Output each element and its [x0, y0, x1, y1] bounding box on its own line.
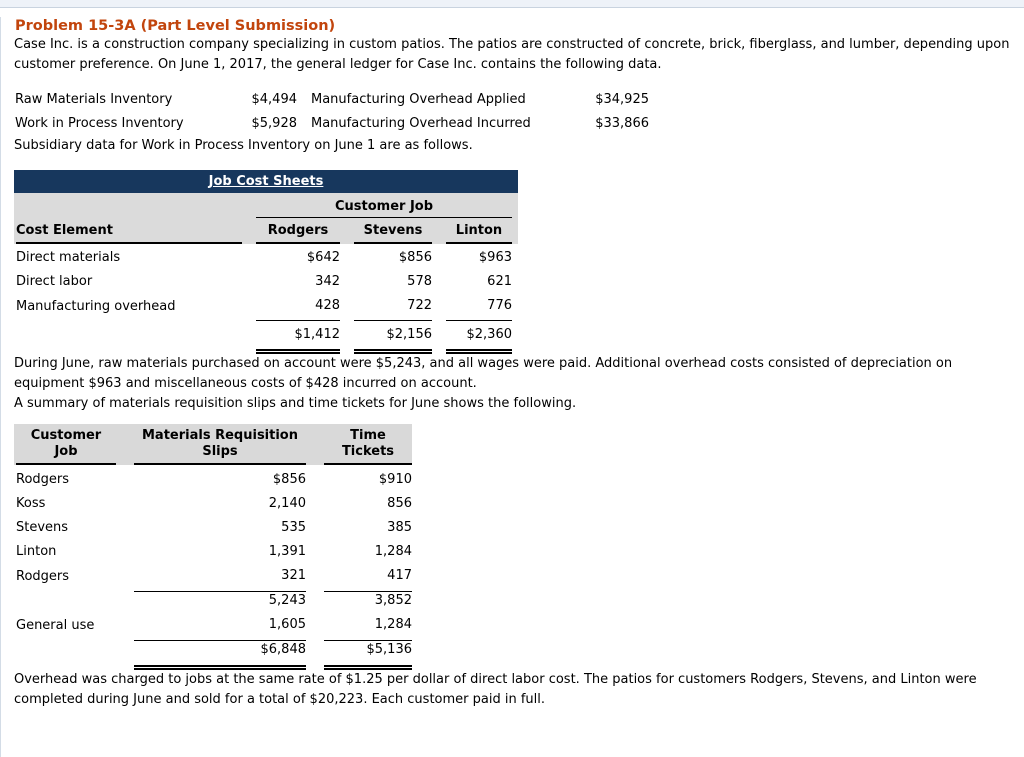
empty-cell	[16, 610, 116, 616]
requisition-table-body: Rodgers $856 $910 Koss 2,140 856 Stevens…	[14, 465, 412, 670]
table-row: Manufacturing overhead 428 722 776	[16, 296, 516, 321]
empty-cell	[16, 345, 242, 354]
cell-value: 2,140	[268, 496, 306, 511]
ledger-label: Work in Process Inventory	[15, 116, 184, 131]
cell-value: 1,284	[374, 544, 412, 559]
column-header-stevens: Stevens	[354, 222, 432, 244]
cell-value: 1,391	[268, 544, 306, 559]
row-label: Rodgers	[16, 472, 70, 487]
subsidiary-note: Subsidiary data for Work in Process Inve…	[14, 138, 473, 153]
table-row: Rodgers $856 $910	[16, 471, 412, 495]
ledger-value: $33,866	[595, 116, 649, 131]
row-label: Stevens	[16, 520, 69, 535]
job-cost-sheets-table: Job Cost Sheets Customer Job Cost Elemen…	[14, 170, 518, 354]
ledger-row: Work in Process Inventory $5,928 Manufac…	[15, 112, 1016, 136]
cell-value: 776	[446, 296, 512, 321]
ledger-value: $5,928	[251, 116, 298, 131]
total-value: $2,360	[446, 321, 512, 354]
row-label: Direct labor	[16, 274, 93, 289]
cell-value: $856	[398, 250, 432, 265]
table-row: Direct labor 342 578 621	[16, 272, 516, 296]
intro-paragraph: Case Inc. is a construction company spec…	[14, 37, 1010, 72]
cell-value: 417	[324, 567, 412, 592]
general-ledger-data: Raw Materials Inventory $4,494 Manufactu…	[15, 88, 1016, 136]
row-label: Koss	[16, 496, 46, 511]
subtotal-row: 5,243 3,852	[16, 592, 412, 616]
column-header-rodgers: Rodgers	[256, 222, 340, 244]
cell-value: $910	[378, 472, 412, 487]
cell-value: $642	[306, 250, 340, 265]
column-header-time-tickets: Time Tickets	[324, 428, 412, 465]
cell-value: 321	[134, 567, 306, 592]
ledger-value: $4,494	[251, 92, 298, 107]
row-label: Linton	[16, 544, 57, 559]
cell-value: 578	[407, 274, 432, 289]
ledger-row: Raw Materials Inventory $4,494 Manufactu…	[15, 88, 1016, 112]
closing-paragraph: Overhead was charged to jobs at the same…	[14, 672, 977, 707]
table-row: Direct materials $642 $856 $963	[16, 248, 516, 272]
ledger-label: Raw Materials Inventory	[15, 92, 173, 107]
general-use-row: General use 1,605 1,284	[16, 616, 412, 641]
cell-value: $963	[478, 250, 512, 265]
during-june-paragraph: During June, raw materials purchased on …	[14, 356, 953, 391]
row-label: Rodgers	[16, 569, 70, 584]
cell-value: $856	[272, 472, 306, 487]
customer-job-group-header: Customer Job	[256, 198, 512, 218]
panel-top-strip	[0, 0, 1024, 8]
table-row: Koss 2,140 856	[16, 495, 412, 519]
cell-value: 342	[315, 274, 340, 289]
total-value: $1,412	[256, 321, 340, 354]
cell-value: 428	[256, 296, 340, 321]
table-row: Linton 1,391 1,284	[16, 543, 412, 567]
ledger-value: $34,925	[595, 92, 649, 107]
ledger-label: Manufacturing Overhead Applied	[311, 92, 526, 107]
requisition-table-header: Customer Job Materials Requisition Slips…	[14, 424, 412, 465]
subtotal-value: 3,852	[374, 593, 412, 608]
column-header-materials-requisition-slips: Materials Requisition Slips	[134, 428, 306, 465]
total-value: $2,156	[354, 321, 432, 354]
column-header-customer-job: Customer Job	[16, 428, 116, 465]
table-row: Rodgers 321 417	[16, 567, 412, 592]
subtotal-value: 5,243	[268, 593, 306, 608]
totals-row: $6,848 $5,136	[16, 641, 412, 670]
job-cost-sheets-header: Customer Job Cost Element Rodgers Steven…	[14, 193, 518, 244]
table-row: Stevens 535 385	[16, 519, 412, 543]
job-cost-sheets-title: Job Cost Sheets	[14, 170, 518, 193]
cell-value: 1,284	[324, 616, 412, 641]
totals-row: $1,412 $2,156 $2,360	[16, 321, 516, 354]
row-label: Manufacturing overhead	[16, 299, 176, 314]
page-title: Problem 15-3A (Part Level Submission)	[15, 18, 336, 34]
requisition-summary-table: Customer Job Materials Requisition Slips…	[14, 424, 412, 670]
summary-note: A summary of materials requisition slips…	[14, 396, 577, 411]
cost-element-header: Cost Element	[16, 222, 242, 244]
column-header-linton: Linton	[446, 222, 512, 244]
job-cost-sheets-body: Direct materials $642 $856 $963 Direct l…	[14, 244, 518, 354]
cell-value: 535	[281, 520, 306, 535]
row-label: General use	[16, 618, 95, 633]
cell-value: 856	[387, 496, 412, 511]
problem-panel: Problem 15-3A (Part Level Submission) Ca…	[0, 17, 1024, 757]
cell-value: 722	[354, 296, 432, 321]
cell-value: 385	[387, 520, 412, 535]
total-value: $5,136	[324, 641, 412, 670]
ledger-label: Manufacturing Overhead Incurred	[311, 116, 531, 131]
row-label: Direct materials	[16, 250, 121, 265]
cell-value: 621	[487, 274, 512, 289]
cell-value: 1,605	[134, 616, 306, 641]
total-value: $6,848	[134, 641, 306, 670]
